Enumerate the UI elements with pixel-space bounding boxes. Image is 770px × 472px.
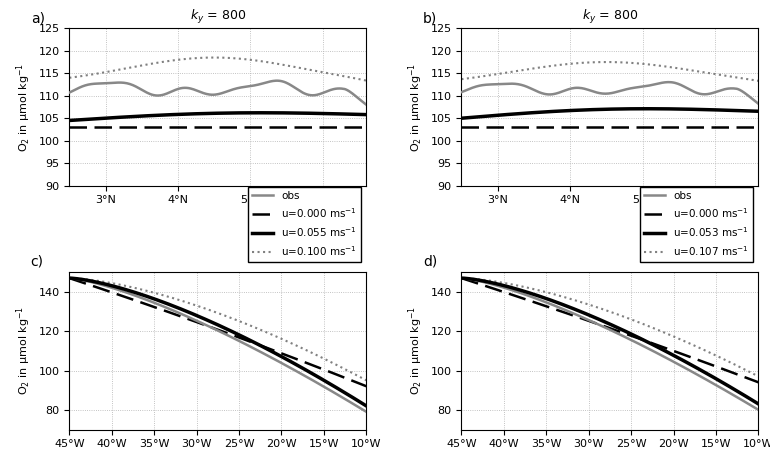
Text: b): b) <box>423 11 437 25</box>
Y-axis label: O$_2$ in μmol kg$^{-1}$: O$_2$ in μmol kg$^{-1}$ <box>15 62 33 152</box>
Title: $k_y$ = 800: $k_y$ = 800 <box>582 8 638 26</box>
Y-axis label: O$_2$ in μmol kg$^{-1}$: O$_2$ in μmol kg$^{-1}$ <box>407 306 425 396</box>
Text: a): a) <box>31 11 45 25</box>
Legend: obs, u=0.000 ms$^{-1}$, u=0.055 ms$^{-1}$, u=0.100 ms$^{-1}$: obs, u=0.000 ms$^{-1}$, u=0.055 ms$^{-1}… <box>248 187 361 262</box>
Text: c): c) <box>31 255 44 269</box>
Y-axis label: O$_2$ in μmol kg$^{-1}$: O$_2$ in μmol kg$^{-1}$ <box>15 306 33 396</box>
Text: d): d) <box>423 255 437 269</box>
Legend: obs, u=0.000 ms$^{-1}$, u=0.053 ms$^{-1}$, u=0.107 ms$^{-1}$: obs, u=0.000 ms$^{-1}$, u=0.053 ms$^{-1}… <box>640 187 753 262</box>
Title: $k_y$ = 800: $k_y$ = 800 <box>189 8 246 26</box>
Y-axis label: O$_2$ in μmol kg$^{-1}$: O$_2$ in μmol kg$^{-1}$ <box>407 62 425 152</box>
